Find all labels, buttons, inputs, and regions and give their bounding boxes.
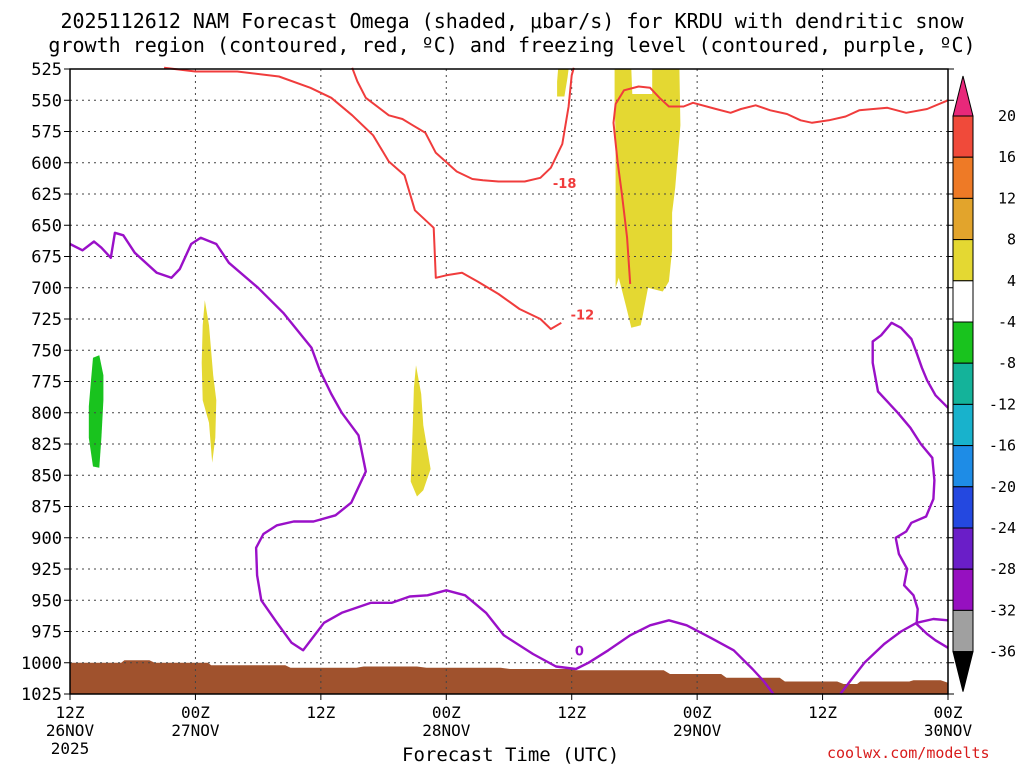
freezing-line-0	[69, 231, 775, 695]
contour-label: 0	[575, 645, 584, 660]
omega-region-green-blob	[88, 355, 104, 468]
x-tick-label: 12Z	[808, 703, 837, 722]
omega-region-yellow-blob-2	[410, 365, 431, 497]
y-tick-label: 975	[31, 623, 62, 643]
x-tick-label: 00Z	[432, 703, 461, 722]
colorbar-label: -20	[989, 478, 1016, 496]
colorbar-label: 16	[998, 148, 1016, 166]
colorbar-swatch	[952, 403, 974, 447]
contour-label-bg	[566, 307, 599, 322]
colorbar-swatch	[952, 486, 974, 529]
colorbar-swatch	[952, 321, 974, 364]
x-tick-label: 12Z	[557, 703, 586, 722]
isotherm-red-0	[163, 66, 562, 330]
x-tick-label: 12Z	[306, 703, 335, 722]
contour-label-bg	[570, 643, 587, 658]
colorbar-label: -24	[989, 519, 1016, 537]
y-tick-label: 800	[31, 404, 62, 424]
omega-region-yellow-blob-top	[557, 69, 569, 97]
colorbar-swatch	[952, 239, 974, 282]
colorbar-label: -4	[998, 313, 1016, 331]
y-tick-label: 950	[31, 591, 62, 611]
gridlines	[70, 69, 948, 694]
colorbar-swatch	[952, 156, 974, 199]
x-tick-label: 12Z	[56, 703, 85, 722]
colorbar-label: 20	[998, 107, 1016, 125]
y-tick-label: 850	[31, 466, 62, 486]
y-tick-label: 575	[31, 123, 62, 143]
contour-label-bg	[548, 176, 581, 190]
colorbar-label: -36	[989, 643, 1016, 661]
terrain-fill	[70, 660, 948, 694]
freezing-level-layer	[69, 231, 949, 695]
colorbar-swatch	[952, 197, 974, 241]
colorbar-label: 12	[998, 189, 1016, 207]
x-tick-date: 29NOV	[673, 721, 722, 740]
y-tick-label: 725	[31, 310, 62, 330]
colorbar-label: 4	[1007, 272, 1016, 290]
x-tick-date: 26NOV	[46, 721, 95, 740]
colorbar-swatch	[952, 609, 974, 653]
freezing-line-1	[839, 617, 949, 695]
colorbar-label: -12	[989, 395, 1016, 413]
contour-labels: -18 -12 0	[548, 176, 599, 660]
x-tick-label: 00Z	[181, 703, 210, 722]
contour-label: -12	[571, 308, 595, 323]
y-tick-label: 650	[31, 216, 62, 236]
colorbar-swatch	[952, 568, 974, 611]
freezing-line-2	[871, 321, 949, 649]
colorbar-swatch	[952, 280, 974, 323]
colorbar-top-arrow	[952, 75, 974, 117]
y-tick-label: 900	[31, 529, 62, 549]
y-tick-label: 525	[31, 60, 62, 80]
x-tick-label: 00Z	[683, 703, 712, 722]
colorbar-swatch	[952, 115, 974, 158]
chart-title-line1: 2025112612 NAM Forecast Omega (shaded, μ…	[60, 9, 964, 33]
isotherm-red-2	[612, 85, 949, 285]
colorbar-label: -8	[998, 354, 1016, 372]
colorbar-label: -32	[989, 601, 1016, 619]
chart-title-line2: growth region (contoured, red, ºC) and f…	[48, 33, 976, 57]
terrain-layer	[70, 660, 948, 694]
y-tick-label: 550	[31, 91, 62, 111]
y-tick-label: 925	[31, 560, 62, 580]
colorbar-bottom-arrow	[952, 651, 974, 692]
isotherm-red-1	[351, 67, 575, 183]
colorbar: 20 16 12 8 4 -4 -8 -12 -16 -20 -24 -28 -32 -36	[952, 75, 1016, 692]
omega-shading-layer	[88, 69, 681, 497]
y-tick-label: 825	[31, 435, 62, 455]
y-tick-label: 775	[31, 373, 62, 393]
colorbar-swatch	[952, 362, 974, 405]
y-tick-label: 875	[31, 498, 62, 518]
colorbar-swatch	[952, 445, 974, 488]
contour-label: -18	[553, 177, 577, 192]
omega-region-yellow-big	[614, 69, 681, 328]
y-tick-label: 1000	[21, 654, 62, 674]
x-year-label: 2025	[51, 739, 90, 758]
x-tick-label: 00Z	[934, 703, 963, 722]
y-tick-label: 625	[31, 185, 62, 205]
x-tick-date: 27NOV	[171, 721, 220, 740]
y-tick-label: 675	[31, 248, 62, 268]
y-tick-label: 700	[31, 279, 62, 299]
x-axis-label: Forecast Time (UTC)	[402, 744, 620, 766]
colorbar-label: -16	[989, 437, 1016, 455]
x-tick-date: 30NOV	[924, 721, 973, 740]
y-tick-label: 1025	[21, 685, 62, 705]
colorbar-label: -28	[989, 560, 1016, 578]
y-tick-label: 600	[31, 154, 62, 174]
credit-link[interactable]: coolwx.com/modelts	[827, 744, 990, 762]
colorbar-label: 8	[1007, 231, 1016, 249]
isotherm-layer-red	[163, 66, 949, 330]
y-tick-label: 750	[31, 341, 62, 361]
y-axis-ticks: 525 550 575 600 625 650 675 700 725 750 775 800 825 8…	[21, 60, 954, 705]
x-tick-date: 28NOV	[422, 721, 471, 740]
colorbar-swatch	[952, 527, 974, 570]
